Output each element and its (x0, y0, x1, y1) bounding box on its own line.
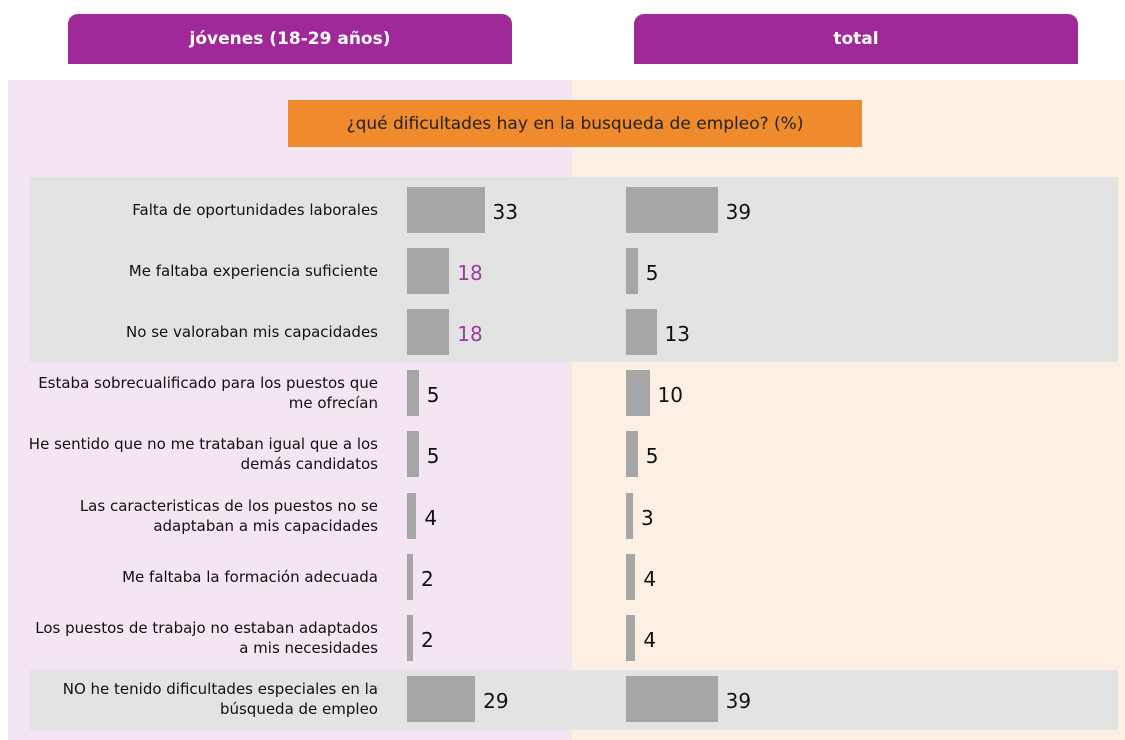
value-label: 2 (421, 566, 434, 591)
value-label: 39 (725, 688, 752, 713)
bar (407, 675, 476, 722)
chart-title: ¿qué dificultades hay en la busqueda de … (288, 100, 862, 147)
value-label: 10 (657, 383, 683, 408)
value-label: 5 (645, 261, 659, 286)
row-band (30, 177, 1118, 362)
bar (626, 370, 650, 417)
value-label: 5 (645, 444, 659, 469)
category-label: Me faltaba la formación adecuada (122, 567, 378, 586)
bar (407, 248, 450, 295)
value-label: 4 (643, 566, 657, 591)
bar (626, 309, 657, 356)
bar (407, 614, 413, 661)
value-label: 39 (725, 200, 752, 224)
bar (407, 309, 450, 356)
value-label: 4 (643, 627, 657, 652)
value-label: 18 (457, 322, 483, 347)
category-label: Las caracteristicas de los puestos no se… (79, 496, 378, 535)
bar (626, 614, 636, 661)
bar (626, 431, 638, 478)
value-label: 5 (426, 444, 440, 469)
series-tab: jóvenes (18-29 años) (68, 14, 512, 64)
value-label: 5 (426, 383, 440, 408)
bar (626, 187, 718, 233)
bar (626, 553, 636, 600)
bar (626, 492, 634, 539)
series-tab: total (634, 14, 1078, 64)
bar (407, 370, 419, 417)
value-label: 33 (492, 200, 518, 224)
bar (407, 187, 485, 233)
bar (407, 553, 413, 600)
bar (626, 675, 718, 722)
category-label: Falta de oportunidades laborales (132, 201, 378, 219)
bar (407, 492, 417, 539)
category-label: No se valoraban mis capacidades (126, 323, 378, 342)
category-label: NO he tenido dificultades especiales en … (62, 679, 378, 718)
category-label: He sentido que no me trataban igual que … (28, 435, 378, 474)
category-label: Estaba sobrecualificado para los puestos… (38, 374, 378, 413)
value-label: 13 (664, 322, 690, 347)
value-label: 2 (421, 627, 434, 652)
bar (626, 248, 638, 295)
category-label: Me faltaba experiencia suficiente (128, 262, 378, 281)
bar (407, 431, 419, 478)
category-label: Los puestos de trabajo no estaban adapta… (35, 618, 378, 657)
row-band (30, 670, 1118, 730)
value-label: 4 (424, 505, 438, 530)
value-label: 18 (457, 261, 483, 286)
value-label: 3 (641, 505, 654, 530)
value-label: 29 (483, 688, 509, 713)
